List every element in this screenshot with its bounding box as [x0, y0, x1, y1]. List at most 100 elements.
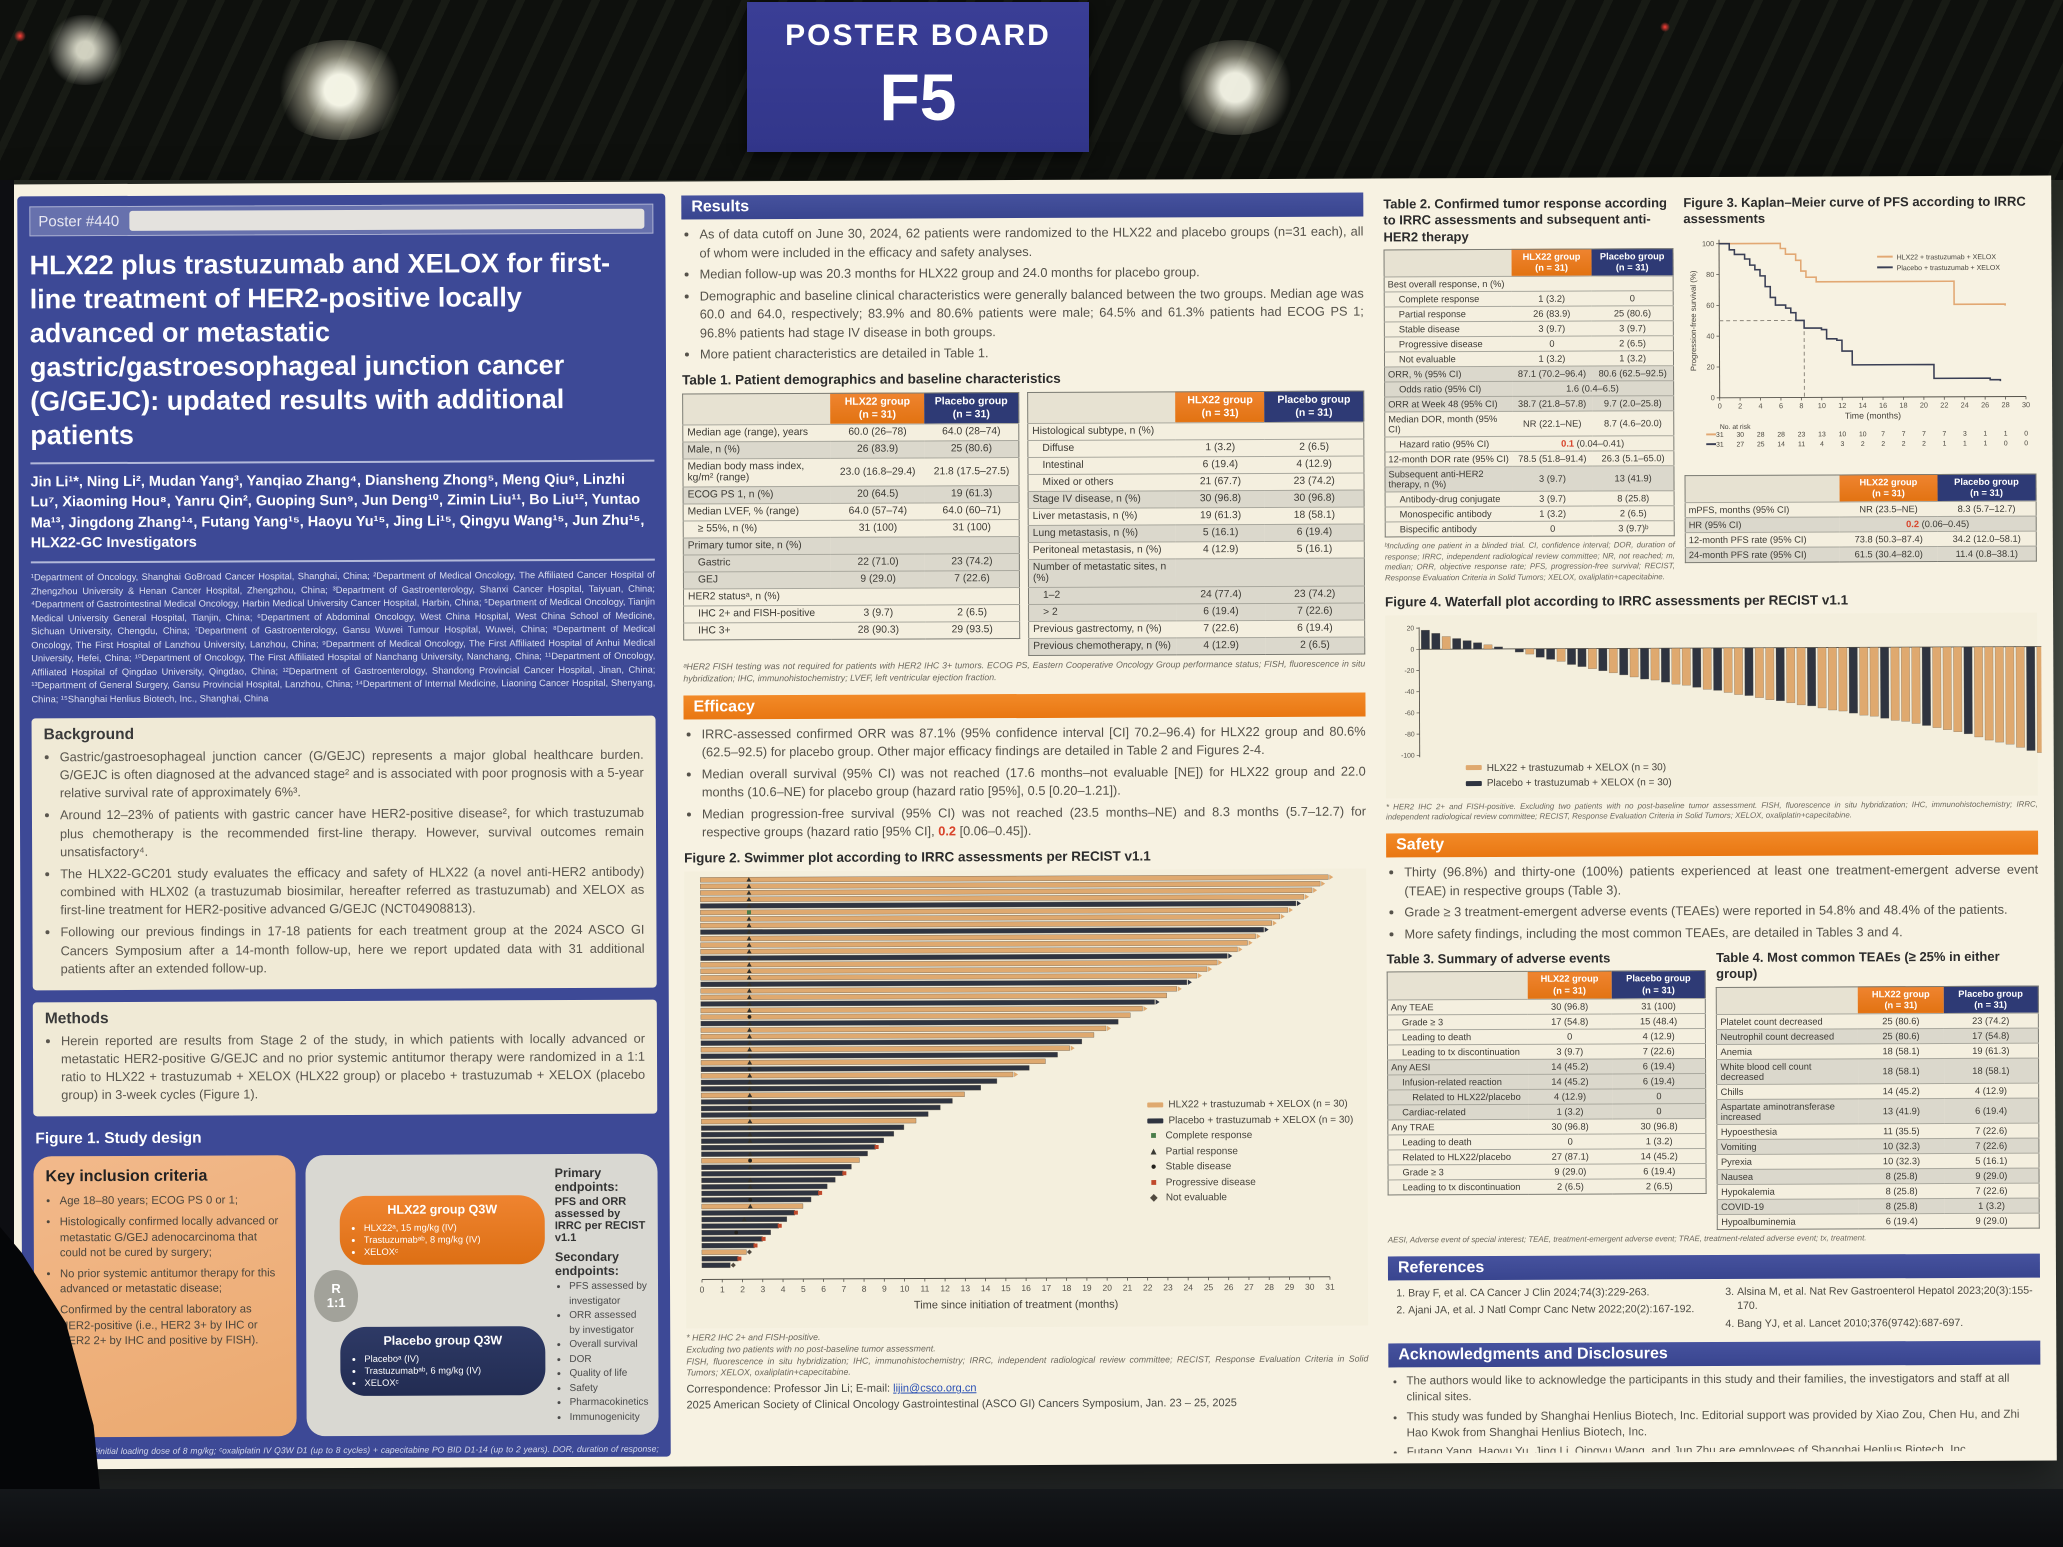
- data-table: HLX22 group (n = 31) Placebo group (n = 31)…: [1684, 473, 2037, 563]
- row-value: 31 (100): [831, 519, 925, 538]
- table-row: Leading to death 0 4 (12.9): [1387, 1028, 1706, 1045]
- row-label: Histological subtype, n (%): [1027, 422, 1176, 441]
- row-value: 13 (41.9): [1592, 465, 1675, 492]
- row-value: 1 (3.2): [1512, 506, 1593, 522]
- row-value: 64.0 (57–74): [830, 502, 925, 521]
- row-label: Partial response: [1384, 306, 1512, 323]
- row-value: 64.0 (60–71): [924, 502, 1020, 520]
- svg-text:3: 3: [1840, 441, 1844, 448]
- row-value: 8 (25.8): [1859, 1183, 1945, 1199]
- row-label: Leading to death: [1387, 1029, 1528, 1045]
- row-value: 2 (6.5): [1528, 1178, 1613, 1195]
- figure2-legend: HLX22 + trastuzumab + XELOX (n = 30) Plac…: [1147, 1097, 1353, 1206]
- group-header-cell: HLX22 group (n = 31): [1839, 474, 1938, 502]
- data-table: HLX22 group (n = 31) Placebo group (n = 31)…: [1383, 247, 1675, 538]
- table-row: Leading to death 0 1 (3.2): [1387, 1133, 1707, 1150]
- group-header-cell: Placebo group (n = 31): [1943, 985, 2039, 1014]
- table-row: Neutrophil count decreased 25 (80.6) 17 (5…: [1716, 1028, 2039, 1045]
- safety-header: Safety: [1386, 830, 2039, 858]
- svg-text:1: 1: [1983, 440, 1987, 447]
- correspondence-email[interactable]: lijin@csco.org.cn: [893, 1382, 977, 1395]
- row-value: 14 (45.2): [1527, 1058, 1613, 1075]
- row-value: 31 (100): [1611, 998, 1706, 1014]
- table-row: Previous gastrectomy, n (%) 7 (22.6) 6 (19…: [1028, 619, 1365, 639]
- table-row: Diffuse 1 (3.2) 2 (6.5): [1027, 438, 1364, 458]
- row-label: > 2: [1028, 603, 1177, 622]
- row-value: 1 (3.2): [1612, 1133, 1707, 1149]
- table2-block: Table 2. Confirmed tumor response accord…: [1383, 191, 1675, 586]
- row-value: 2 (6.5): [1612, 1178, 1707, 1194]
- group-header-cell: HLX22 group (n = 31): [1527, 971, 1612, 1000]
- figure3-block: Figure 3. Kaplan–Meier curve of PFS acco…: [1683, 190, 2037, 585]
- table-row: White blood cell count decreased 18 (58.1…: [1717, 1058, 2039, 1085]
- table-row: Stage IV disease, n (%) 30 (96.8) 30 (96.8…: [1028, 489, 1365, 509]
- row-value: 6 (19.4): [1943, 1098, 2039, 1124]
- bullet-item: XELOXᶜ: [364, 1376, 533, 1389]
- figure4-legend: HLX22 + trastuzumab + XELOX (n = 30) Plac…: [1465, 760, 1672, 792]
- row-value: 24 (77.4): [1176, 586, 1266, 604]
- table-row: Leading to tx discontinuation 2 (6.5) 2 (6…: [1388, 1178, 1707, 1195]
- row-value: 3 (9.7)ᵇ: [1592, 520, 1675, 537]
- svg-text:30: 30: [1305, 1282, 1315, 1292]
- table-row: Infusion-related reaction 14 (45.2) 6 (19.…: [1387, 1073, 1707, 1090]
- table-row: IHC 3+ 28 (90.3) 29 (93.5): [683, 621, 1020, 640]
- svg-text:1: 1: [1963, 440, 1967, 447]
- bullet-item: Around 12–23% of patients with gastric c…: [60, 804, 644, 861]
- svg-text:80: 80: [1706, 269, 1714, 278]
- correspondence-line: Correspondence: Professor Jin Li; E-mail…: [686, 1381, 1368, 1396]
- status-light-red: [1660, 22, 1670, 32]
- row-value: 8 (25.8): [1592, 490, 1675, 507]
- table-row: HER2 statusᵃ, n (%): [683, 587, 1020, 606]
- row-value: 80.6 (62.5–92.5): [1592, 365, 1674, 382]
- bullet-item: As of data cutoff on June 30, 2024, 62 p…: [699, 223, 1363, 263]
- row-value: 0: [1527, 1028, 1612, 1045]
- row-value: 8 (25.8): [1859, 1198, 1945, 1214]
- bullet-item: Following our previous findings in 17-18…: [60, 921, 644, 978]
- row-label: Hypokalemia: [1717, 1183, 1860, 1200]
- table2-footnote: ᵇIncluding one patient in a blinded tria…: [1384, 540, 1675, 583]
- row-label: HR (95% CI): [1685, 516, 1840, 533]
- poster-number-bar: Poster #440: [29, 203, 654, 237]
- row-value: 4 (12.9): [1943, 1083, 2039, 1099]
- svg-text:31: 31: [1325, 1281, 1335, 1291]
- row-label: IHC 3+: [683, 622, 832, 640]
- svg-text:26: 26: [1224, 1282, 1234, 1292]
- bullet-item: Placeboᵃ (IV): [364, 1352, 533, 1365]
- data-table: HLX22 group (n = 31) Placebo group (n = 31)…: [1716, 985, 2040, 1230]
- svg-text:5: 5: [801, 1284, 806, 1294]
- bullet-item: Demographic and baseline clinical charac…: [700, 284, 1364, 343]
- methods-section: Methods Herein reported are results from…: [32, 999, 658, 1117]
- safety-tables-footnote: AESI, Adverse event of special interest;…: [1387, 1233, 1867, 1245]
- row-value: 17 (54.8): [1527, 1013, 1612, 1030]
- safety-bullets: Thirty (96.8%) and thirty-one (100%) pat…: [1386, 861, 2038, 944]
- table-row: Bispecific antibody 0 3 (9.7)ᵇ: [1385, 520, 1675, 538]
- table-row: Any TRAE 30 (96.8) 30 (96.8): [1387, 1118, 1707, 1135]
- group-header-cell: HLX22 group (n = 31): [830, 392, 925, 425]
- row-value: 18 (58.1): [1943, 1058, 2039, 1084]
- row-value: 3 (9.7): [1512, 491, 1593, 507]
- row-value: 3 (9.7): [1512, 466, 1593, 492]
- svg-text:20: 20: [1920, 400, 1928, 409]
- table-row: Median DOR, month (95% CI) NR (22.1–NE) 8.…: [1384, 410, 1674, 438]
- row-label: Previous gastrectomy, n (%): [1028, 620, 1177, 639]
- svg-text:27: 27: [1737, 441, 1745, 448]
- table3-title: Table 3. Summary of adverse events: [1386, 950, 1611, 967]
- table-row: Monospecific antibody 1 (3.2) 2 (6.5): [1385, 505, 1675, 523]
- row-value: 1 (3.2): [1592, 350, 1674, 367]
- row-value: 7 (22.6): [1176, 620, 1266, 638]
- bullet-item: Median follow-up was 20.3 months for HLX…: [700, 263, 1364, 284]
- acknowledgments-header: Acknowledgments and Disclosures: [1388, 1340, 2041, 1368]
- svg-text:60: 60: [1706, 300, 1714, 309]
- svg-text:3: 3: [760, 1284, 765, 1294]
- row-label: Median LVEF, % (range): [683, 503, 832, 521]
- bullet-item: XELOXᶜ: [364, 1245, 533, 1258]
- background-heading: Background: [43, 725, 135, 744]
- row-value: 11.4 (0.8–38.1): [1937, 545, 2037, 562]
- svg-text:6: 6: [821, 1284, 826, 1294]
- table-row: ECOG PS 1, n (%) 20 (64.5) 19 (61.3): [683, 485, 1020, 504]
- row-label: 12-month DOR rate (95% CI): [1384, 451, 1513, 468]
- group-header-cell: HLX22 group (n = 31): [1511, 248, 1592, 277]
- row-label: 24-month PFS rate (95% CI): [1685, 546, 1840, 563]
- svg-text:7: 7: [1922, 430, 1926, 437]
